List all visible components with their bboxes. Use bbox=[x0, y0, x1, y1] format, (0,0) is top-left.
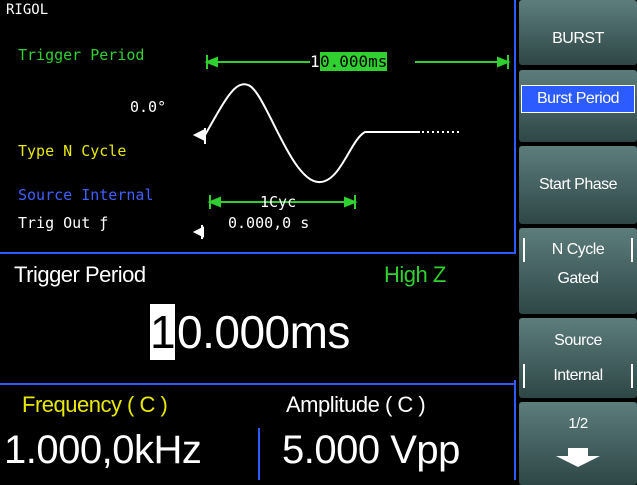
frequency: 1.000,0kHz bbox=[4, 428, 202, 472]
edit-cursor: 1 bbox=[150, 304, 176, 360]
page-label: 1/2 bbox=[568, 415, 588, 432]
menu-button[interactable]: 1/2 bbox=[519, 402, 637, 485]
edit-value: 0.000ms bbox=[177, 306, 350, 358]
source: Source Internal bbox=[18, 186, 154, 204]
trig-out: Trig Out ƒ bbox=[18, 214, 109, 232]
divider bbox=[258, 428, 260, 480]
brand: RIGOL bbox=[6, 2, 49, 18]
divider bbox=[0, 383, 514, 385]
cycles: 1Cyc bbox=[260, 193, 297, 211]
menu-button[interactable]: Burst Period bbox=[519, 70, 637, 142]
menu-button[interactable]: Start Phase bbox=[519, 146, 637, 224]
frequency-label: Frequency ( C ) bbox=[22, 392, 168, 417]
down-arrow bbox=[556, 448, 600, 467]
menu-button[interactable]: Source Internal bbox=[519, 318, 637, 398]
period-value: 0.000ms bbox=[320, 52, 388, 71]
period-cursor: 1 bbox=[310, 52, 320, 71]
divider bbox=[514, 380, 516, 480]
menu-option: Gated bbox=[557, 270, 599, 287]
phase: 0.0° bbox=[130, 98, 167, 116]
menu-label: Source bbox=[554, 332, 602, 349]
amplitude-label: Amplitude ( C ) bbox=[286, 392, 426, 417]
wave-panel bbox=[0, 0, 516, 254]
menu-option: Internal bbox=[523, 364, 633, 388]
menu-option: N Cycle bbox=[523, 238, 633, 262]
amplitude: 5.000 Vpp bbox=[282, 428, 460, 472]
period-label: Trigger Period bbox=[18, 46, 145, 64]
waveform bbox=[192, 55, 511, 239]
type: Type N Cycle bbox=[18, 142, 127, 160]
menu-title: BURST bbox=[519, 0, 637, 65]
delay: 0.000,0 s bbox=[228, 214, 310, 232]
load: High Z bbox=[384, 262, 446, 287]
menu-label: Burst Period bbox=[521, 85, 635, 113]
editor-label: Trigger Period bbox=[14, 262, 146, 287]
menu-button[interactable]: N Cycle Gated bbox=[519, 228, 637, 314]
